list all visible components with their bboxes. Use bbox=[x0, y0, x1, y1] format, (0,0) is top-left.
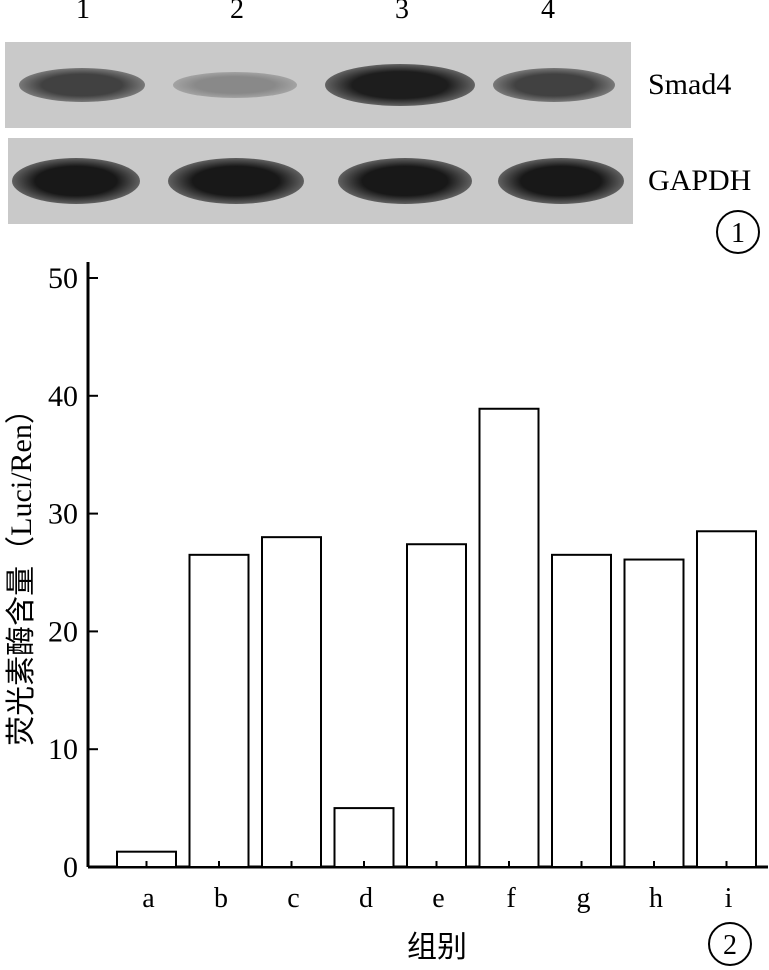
gapdh-band-4 bbox=[498, 158, 624, 204]
bar-h bbox=[623, 558, 685, 868]
chart-ticks: 0 10 20 30 40 50 a b c d e f g h i bbox=[48, 262, 733, 914]
bar-c bbox=[261, 536, 322, 868]
gapdh-blot-strip bbox=[8, 138, 633, 224]
y-tick-label: 50 bbox=[48, 262, 78, 295]
bar-g bbox=[551, 553, 612, 869]
x-tick-label: e bbox=[432, 883, 444, 914]
y-tick-label: 0 bbox=[63, 851, 78, 884]
lane-number-1: 1 bbox=[76, 0, 90, 25]
smad4-band-4 bbox=[493, 68, 615, 102]
y-tick-label: 20 bbox=[48, 615, 78, 648]
x-tick-label: d bbox=[359, 883, 373, 914]
bar-i bbox=[696, 530, 757, 869]
smad4-label: Smad4 bbox=[648, 68, 732, 101]
y-tick-label: 30 bbox=[48, 498, 78, 531]
gapdh-band-2 bbox=[168, 158, 304, 204]
lane-number-4: 4 bbox=[541, 0, 555, 25]
y-axis-label: 荧光素酶含量（Luci/Ren） bbox=[5, 394, 38, 746]
smad4-band-2 bbox=[173, 72, 297, 98]
smad4-band-1 bbox=[19, 68, 145, 102]
y-tick-label: 40 bbox=[48, 380, 78, 413]
bar-b bbox=[188, 553, 250, 869]
gapdh-band-1 bbox=[12, 158, 140, 204]
smad4-blot-strip bbox=[5, 42, 631, 128]
bar-f bbox=[478, 407, 540, 868]
x-tick-label: g bbox=[577, 883, 591, 914]
gapdh-band-3 bbox=[338, 158, 472, 204]
lane-number-3: 3 bbox=[395, 0, 409, 25]
x-tick-label: i bbox=[725, 883, 733, 914]
x-tick-label: f bbox=[506, 883, 516, 914]
gapdh-label: GAPDH bbox=[648, 164, 752, 197]
x-tick-label: h bbox=[649, 883, 663, 914]
x-axis-label: 组别 bbox=[407, 931, 467, 964]
x-tick-label: c bbox=[287, 883, 299, 914]
lane-number-2: 2 bbox=[230, 0, 244, 25]
x-tick-label: a bbox=[142, 883, 155, 914]
chart-bars bbox=[116, 407, 757, 869]
panel-label-2: 2 bbox=[708, 922, 752, 966]
y-tick-label: 10 bbox=[48, 733, 78, 766]
panel-label-1: 1 bbox=[716, 210, 760, 254]
bar-e bbox=[406, 543, 467, 869]
smad4-band-3 bbox=[325, 64, 475, 106]
bar-d bbox=[333, 807, 395, 868]
x-tick-label: b bbox=[214, 883, 228, 914]
